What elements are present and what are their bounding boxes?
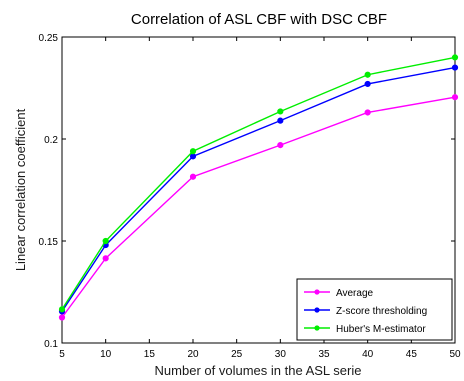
legend-label-0: Average xyxy=(336,288,374,299)
data-point xyxy=(451,94,459,101)
legend-label-2: Huber's M-estimator xyxy=(336,324,426,335)
x-tick-label: 50 xyxy=(449,349,461,360)
x-tick-label: 20 xyxy=(187,349,199,360)
x-tick-label: 15 xyxy=(144,349,156,360)
series-line-2 xyxy=(61,56,456,310)
x-axis-label: Number of volumes in the ASL serie xyxy=(155,363,362,378)
data-point xyxy=(277,142,284,149)
data-point xyxy=(451,54,459,61)
data-point xyxy=(189,153,197,160)
chart-title: Correlation of ASL CBF with DSC CBF xyxy=(131,11,387,28)
y-tick-label: 0.25 xyxy=(39,33,59,44)
data-point xyxy=(58,314,66,321)
legend-marker-0 xyxy=(314,289,320,295)
series-line-1 xyxy=(61,66,456,312)
data-point xyxy=(102,255,109,262)
data-point xyxy=(189,173,197,180)
x-tick-label: 40 xyxy=(362,349,374,360)
data-point xyxy=(102,237,109,245)
x-axis: 5 10 15 20 25 30 35 40 45 50 xyxy=(59,37,461,360)
x-tick-label: 35 xyxy=(318,349,330,360)
series-layer xyxy=(58,54,459,321)
data-point xyxy=(364,71,371,78)
y-axis-label: Linear correlation coefficient xyxy=(13,108,28,271)
y-tick-label: 0.15 xyxy=(39,237,59,248)
legend-label-1: Z-score thresholding xyxy=(336,306,427,317)
x-tick-label: 30 xyxy=(275,349,287,360)
y-tick-label: 0.2 xyxy=(44,135,58,146)
data-point xyxy=(189,148,197,155)
x-tick-label: 5 xyxy=(59,349,65,360)
x-tick-label: 25 xyxy=(231,349,243,360)
data-point xyxy=(58,306,66,313)
legend: Average Z-score thresholding Huber's M-est… xyxy=(296,278,453,341)
legend-marker-2 xyxy=(314,325,320,331)
y-axis: 0.1 0.15 0.2 0.25 xyxy=(39,33,455,350)
data-point xyxy=(451,64,459,71)
legend-marker-1 xyxy=(314,307,320,313)
data-point xyxy=(277,117,284,124)
y-tick-label: 0.1 xyxy=(44,339,58,350)
data-point xyxy=(364,109,371,116)
data-point xyxy=(277,108,284,115)
series-line-0 xyxy=(61,96,456,318)
x-tick-label: 10 xyxy=(100,349,112,360)
x-tick-label: 45 xyxy=(406,349,418,360)
data-point xyxy=(364,80,371,88)
